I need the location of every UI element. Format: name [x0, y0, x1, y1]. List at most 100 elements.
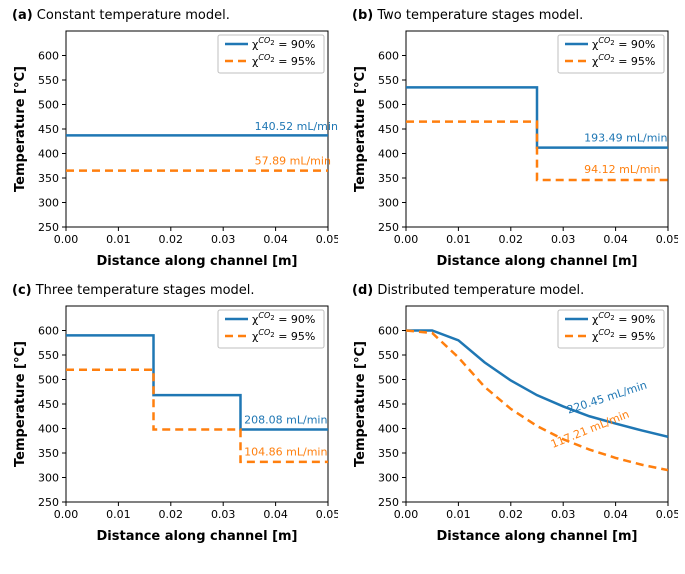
svg-text:450: 450: [378, 398, 399, 411]
svg-text:0.01: 0.01: [446, 508, 471, 521]
svg-text:250: 250: [378, 496, 399, 509]
svg-text:0.05: 0.05: [316, 233, 338, 246]
svg-text:450: 450: [38, 398, 59, 411]
svg-text:600: 600: [378, 50, 399, 63]
panel-a: (a) Constant temperature model. 0.00 0.01…: [8, 8, 338, 273]
svg-text:Distance along channel [m]: Distance along channel [m]: [97, 254, 298, 269]
svg-text:0.05: 0.05: [656, 233, 678, 246]
svg-text:500: 500: [378, 374, 399, 387]
svg-text:Distance along channel [m]: Distance along channel [m]: [437, 529, 638, 544]
chart-svg: 0.00 0.01 0.02 0.03 0.04 0.05 250 300 350 400 450 5…: [8, 300, 338, 548]
panel-a-tag: (a): [12, 8, 33, 23]
panel-c: (c) Three temperature stages model. 0.00…: [8, 283, 338, 548]
svg-text:550: 550: [38, 349, 59, 362]
svg-text:0.05: 0.05: [316, 508, 338, 521]
legend: χCO2 = 90%χCO2 = 95%: [218, 35, 324, 73]
chart-svg: 0.00 0.01 0.02 0.03 0.04 0.05 250 300 350 400 450 5…: [8, 25, 338, 273]
svg-text:0.04: 0.04: [263, 233, 288, 246]
chart-svg: 0.00 0.01 0.02 0.03 0.04 0.05 250 300 350 400 450 5…: [348, 25, 678, 273]
svg-text:350: 350: [378, 172, 399, 185]
panel-a-title: (a) Constant temperature model.: [12, 8, 338, 23]
svg-text:0.00: 0.00: [54, 233, 79, 246]
annotation-s2: 117.21 mL/min: [549, 408, 631, 451]
annotation-s1: 193.49 mL/min: [584, 131, 667, 144]
panel-d-chart: 0.00 0.01 0.02 0.03 0.04 0.05 250 300 350 400 450 5…: [348, 300, 678, 548]
svg-text:0.00: 0.00: [394, 233, 419, 246]
svg-text:250: 250: [38, 221, 59, 234]
svg-text:Temperature [°C]: Temperature [°C]: [353, 341, 368, 467]
annotation-s2: 94.12 mL/min: [584, 163, 660, 176]
svg-text:0.02: 0.02: [159, 233, 184, 246]
svg-text:550: 550: [38, 74, 59, 87]
svg-text:350: 350: [38, 447, 59, 460]
svg-text:0.01: 0.01: [106, 233, 131, 246]
svg-text:250: 250: [38, 496, 59, 509]
svg-text:0.00: 0.00: [394, 508, 419, 521]
svg-text:400: 400: [378, 423, 399, 436]
svg-text:250: 250: [378, 221, 399, 234]
svg-text:Temperature [°C]: Temperature [°C]: [13, 341, 28, 467]
panel-b-chart: 0.00 0.01 0.02 0.03 0.04 0.05 250 300 350 400 450 5…: [348, 25, 678, 273]
panel-b-tag: (b): [352, 8, 373, 23]
panel-a-chart: 0.00 0.01 0.02 0.03 0.04 0.05 250 300 350 400 450 5…: [8, 25, 338, 273]
legend: χCO2 = 90%χCO2 = 95%: [558, 35, 664, 73]
svg-text:600: 600: [38, 50, 59, 63]
svg-text:400: 400: [38, 423, 59, 436]
svg-text:400: 400: [378, 148, 399, 161]
svg-text:550: 550: [378, 349, 399, 362]
svg-text:0.02: 0.02: [159, 508, 184, 521]
svg-text:Distance along channel [m]: Distance along channel [m]: [437, 254, 638, 269]
panel-d-title: (d) Distributed temperature model.: [352, 283, 678, 298]
chart-svg: 0.00 0.01 0.02 0.03 0.04 0.05 250 300 350 400 450 5…: [348, 300, 678, 548]
series-s2: [406, 331, 668, 471]
annotation-s1: 220.45 mL/min: [565, 379, 648, 417]
svg-text:0.03: 0.03: [551, 233, 576, 246]
svg-text:Distance along channel [m]: Distance along channel [m]: [97, 529, 298, 544]
svg-text:450: 450: [38, 123, 59, 136]
legend: χCO2 = 90%χCO2 = 95%: [218, 310, 324, 348]
svg-text:0.04: 0.04: [263, 508, 288, 521]
svg-text:350: 350: [38, 172, 59, 185]
svg-text:0.05: 0.05: [656, 508, 678, 521]
annotation-s1: 140.52 mL/min: [255, 120, 338, 133]
svg-text:300: 300: [378, 472, 399, 485]
svg-text:Temperature [°C]: Temperature [°C]: [353, 66, 368, 192]
svg-text:0.00: 0.00: [54, 508, 79, 521]
panel-b: (b) Two temperature stages model. 0.000.…: [348, 8, 678, 273]
svg-text:600: 600: [38, 325, 59, 338]
svg-text:300: 300: [38, 197, 59, 210]
annotation-s2: 104.86 mL/min: [244, 445, 327, 458]
panel-c-title-text: Three temperature stages model.: [36, 283, 255, 298]
svg-text:500: 500: [38, 374, 59, 387]
svg-text:0.03: 0.03: [211, 233, 236, 246]
svg-text:550: 550: [378, 74, 399, 87]
panel-b-title: (b) Two temperature stages model.: [352, 8, 678, 23]
svg-text:450: 450: [378, 123, 399, 136]
svg-text:0.02: 0.02: [499, 508, 524, 521]
svg-text:0.04: 0.04: [603, 508, 628, 521]
panel-c-title: (c) Three temperature stages model.: [12, 283, 338, 298]
panel-d-title-text: Distributed temperature model.: [377, 283, 584, 298]
annotation-s1: 208.08 mL/min: [244, 414, 327, 427]
svg-text:300: 300: [378, 197, 399, 210]
svg-text:0.01: 0.01: [446, 233, 471, 246]
svg-text:0.04: 0.04: [603, 233, 628, 246]
annotation-s2: 57.89 mL/min: [255, 154, 331, 167]
svg-text:500: 500: [378, 99, 399, 112]
panel-d-tag: (d): [352, 283, 373, 298]
svg-text:0.03: 0.03: [211, 508, 236, 521]
svg-text:0.01: 0.01: [106, 508, 131, 521]
svg-text:Temperature [°C]: Temperature [°C]: [13, 66, 28, 192]
panel-c-chart: 0.00 0.01 0.02 0.03 0.04 0.05 250 300 350 400 450 5…: [8, 300, 338, 548]
svg-text:300: 300: [38, 472, 59, 485]
svg-text:350: 350: [378, 447, 399, 460]
svg-text:500: 500: [38, 99, 59, 112]
legend: χCO2 = 90%χCO2 = 95%: [558, 310, 664, 348]
svg-text:0.02: 0.02: [499, 233, 524, 246]
panel-d: (d) Distributed temperature model. 0.000…: [348, 283, 678, 548]
svg-text:400: 400: [38, 148, 59, 161]
svg-text:0.03: 0.03: [551, 508, 576, 521]
panel-b-title-text: Two temperature stages model.: [377, 8, 583, 23]
svg-text:600: 600: [378, 325, 399, 338]
panel-a-title-text: Constant temperature model.: [37, 8, 230, 23]
